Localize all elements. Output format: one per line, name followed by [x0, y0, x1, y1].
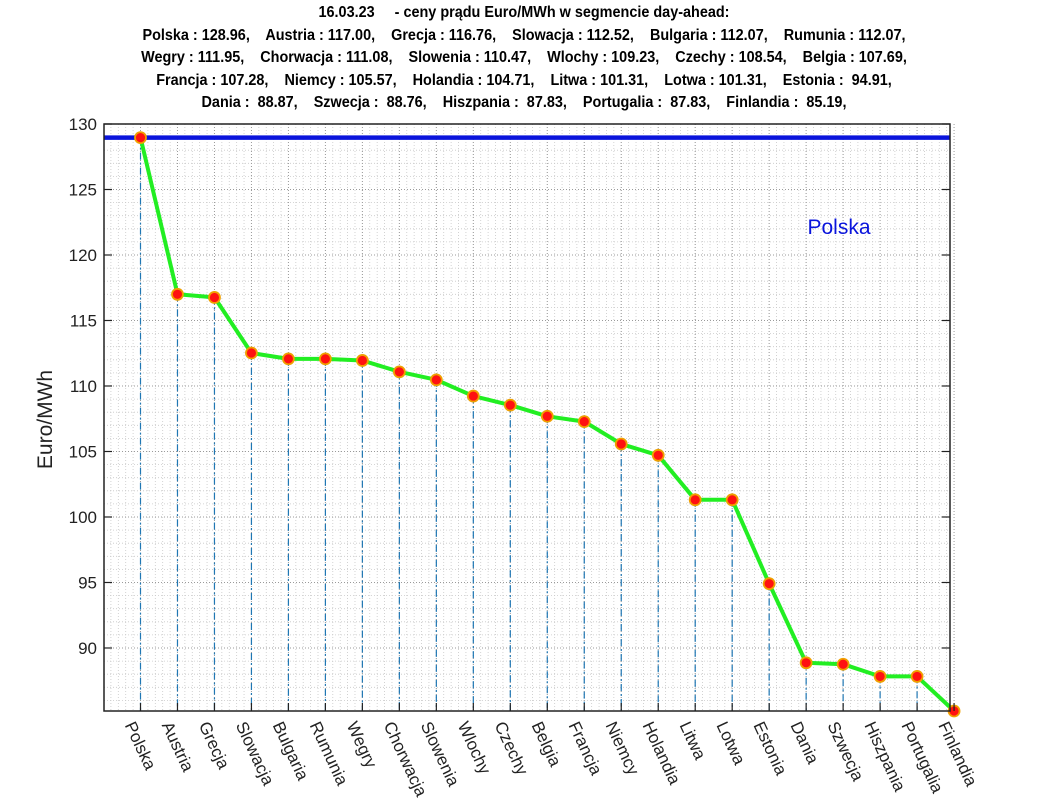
y-tick-label: 90	[78, 639, 97, 658]
data-point-czechy	[503, 398, 517, 412]
y-tick-label: 125	[69, 180, 97, 199]
y-tick-label: 110	[70, 377, 97, 396]
data-markers	[134, 131, 961, 718]
x-tick-label-szwecja: Szwecja	[823, 719, 867, 785]
x-tick-label-austria: Austria	[158, 719, 198, 775]
grid-lines	[104, 123, 955, 711]
x-tick-label-dania: Dania	[787, 719, 823, 768]
axes	[103, 123, 955, 712]
y-tick-label: 105	[69, 442, 97, 461]
y-axis-label: Euro/MWh	[34, 370, 57, 469]
data-point-hiszpania	[873, 670, 887, 683]
x-tick-label-francja: Francja	[565, 719, 606, 779]
data-point-slowenia	[429, 373, 443, 387]
data-point-niemcy	[614, 437, 628, 451]
chart-subtitle-line-1: Polska : 128.96, Austria : 117.00, Grecj…	[142, 26, 906, 44]
x-tick-label-niemcy: Niemcy	[602, 719, 643, 779]
x-tick-label-wlochy: Wlochy	[454, 719, 495, 778]
chart-subtitle-line-4: Dania : 88.87, Szwecja : 88.76, Hiszpani…	[201, 94, 847, 111]
chart-subtitle-line-3: Francja : 107.28, Niemcy : 105.57, Holan…	[156, 71, 892, 89]
data-point-bulgaria	[282, 352, 295, 366]
chart-subtitle-line-2: Wegry : 111.95, Chorwacja : 111.08, Slow…	[141, 49, 907, 66]
data-point-slowacja	[245, 346, 258, 360]
data-point-francja	[577, 415, 591, 429]
plot-frame	[103, 123, 951, 712]
x-tick-labels: PolskaAustriaGrecjaSlowacjaBulgariaRumun…	[121, 719, 981, 800]
data-point-wlochy	[466, 389, 480, 403]
x-tick-label-belgia: Belgia	[528, 719, 565, 770]
x-tick-label-wegry: Wegry	[343, 719, 381, 772]
chart-title-block: 16.03.23 - ceny prądu Euro/MWh w segmenc…	[37, 2, 1012, 115]
x-tick-label-estonia: Estonia	[750, 719, 791, 779]
data-point-grecja	[208, 291, 221, 304]
x-tick-label-lotwa: Lotwa	[713, 719, 750, 769]
data-point-portugalia	[910, 670, 924, 683]
x-tick-label-czechy: Czechy	[491, 719, 532, 779]
data-point-lotwa	[725, 493, 739, 507]
y-tick-label: 115	[70, 311, 97, 330]
x-tick-label-polska: Polska	[121, 719, 160, 774]
data-point-wegry	[355, 354, 369, 367]
chart-title: 16.03.23 - ceny prądu Euro/MWh w segmenc…	[318, 4, 730, 21]
data-point-szwecja	[836, 657, 850, 671]
x-tick-label-litwa: Litwa	[676, 719, 710, 763]
data-point-austria	[171, 287, 184, 301]
y-tick-label: 130	[69, 115, 97, 134]
y-tick-label: 95	[78, 573, 97, 592]
y-tick-labels: 90 95 100 105 110 115 120 125 130	[69, 115, 97, 658]
y-tick-label: 100	[69, 508, 97, 527]
x-tick-label-grecja: Grecja	[195, 719, 234, 773]
data-point-belgia	[540, 409, 554, 423]
data-point-dania	[799, 656, 813, 670]
data-point-estonia	[762, 577, 776, 591]
data-point-holandia	[651, 448, 665, 462]
data-point-litwa	[688, 493, 702, 507]
data-point-polska	[134, 131, 147, 145]
y-tick-label: 120	[69, 246, 97, 265]
reference-line-label: Polska	[807, 216, 870, 239]
data-point-chorwacja	[392, 365, 406, 379]
drop-lines	[139, 137, 918, 711]
data-point-rumunia	[318, 352, 332, 366]
